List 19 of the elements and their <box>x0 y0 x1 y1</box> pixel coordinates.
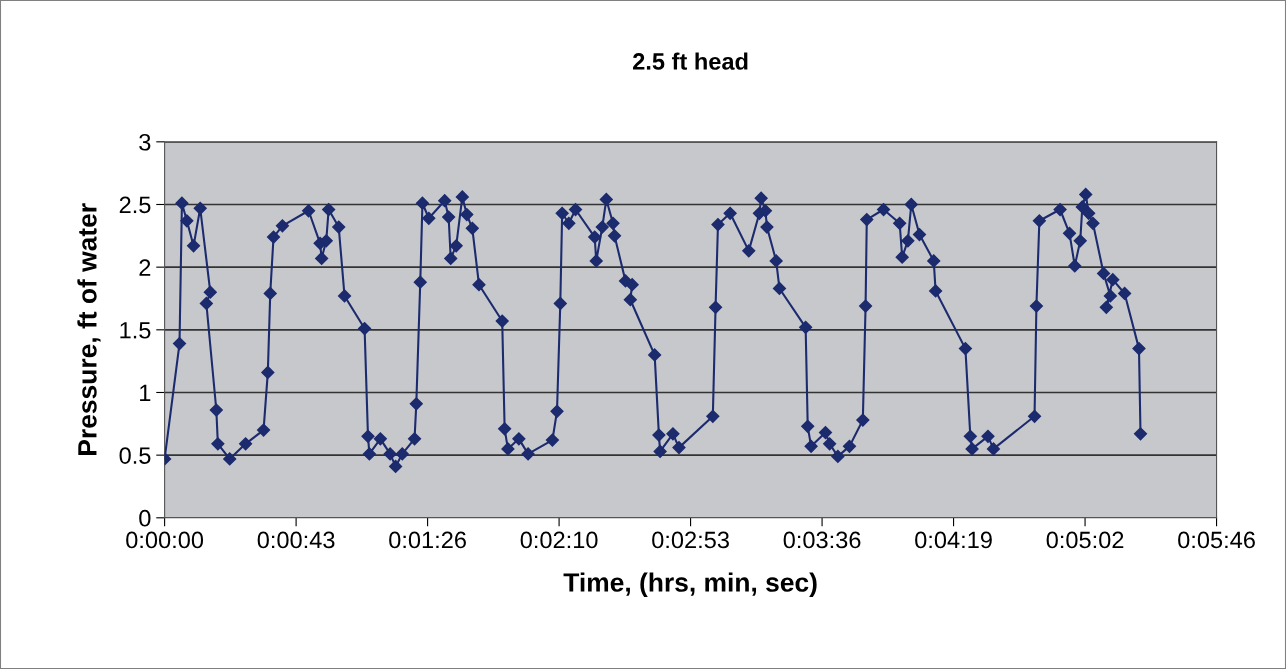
y-tick-label: 3 <box>139 133 151 151</box>
x-tick-label: 0:05:02 <box>1046 531 1124 549</box>
x-tick-label: 0:03:36 <box>783 531 861 549</box>
x-tick-label: 0:02:10 <box>520 531 598 549</box>
y-tick-label: 0.5 <box>119 447 151 464</box>
y-axis-title: Pressure, ft of water <box>77 203 101 455</box>
y-tick-label: 2.5 <box>119 196 151 214</box>
x-tick-label: 0:02:53 <box>652 531 729 549</box>
y-tick-label: 1 <box>140 384 151 402</box>
x-tick-label: 0:04:19 <box>915 531 992 549</box>
y-tick-label: 1.5 <box>120 322 151 339</box>
x-tick-label: 0:01:26 <box>389 531 466 549</box>
y-tick-label: 0 <box>139 509 151 527</box>
y-tick-label: 2 <box>139 259 151 276</box>
x-axis-title: Time, (hrs, min, sec) <box>563 572 817 598</box>
x-tick-label: 0:05:46 <box>1178 531 1255 549</box>
x-tick-label: 0:00:43 <box>257 531 335 549</box>
chart-title: 2.5 ft head <box>633 52 748 70</box>
x-tick-label: 0:00:00 <box>126 531 204 549</box>
